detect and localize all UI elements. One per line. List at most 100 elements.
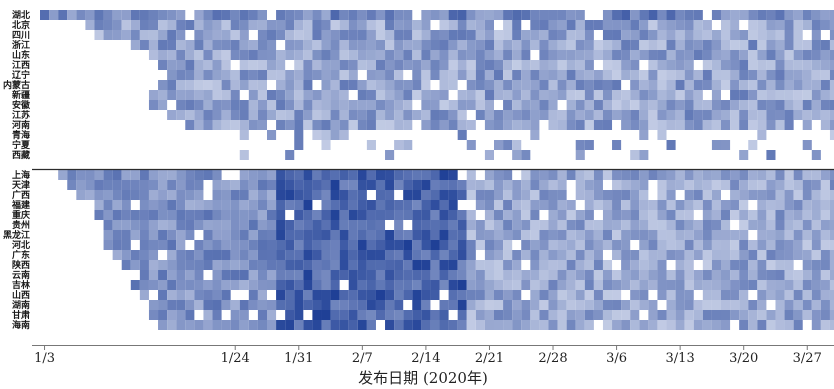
heatmap-cell <box>775 70 785 80</box>
heatmap-cell <box>630 30 640 40</box>
heatmap-cell <box>630 220 640 230</box>
heatmap-cell <box>548 170 558 180</box>
heatmap-cell <box>194 290 204 300</box>
heatmap-cell <box>548 260 558 270</box>
heatmap-cell <box>294 280 304 290</box>
heatmap-cell <box>666 180 676 190</box>
heatmap-cell <box>103 220 113 230</box>
heatmap-cell <box>811 80 821 90</box>
heatmap-cell <box>539 240 549 250</box>
heatmap-cell <box>657 30 667 40</box>
heatmap-cell <box>412 220 422 230</box>
heatmap-cell <box>357 180 367 190</box>
heatmap-cell <box>394 300 404 310</box>
heatmap-cell <box>494 230 504 240</box>
heatmap-cell <box>548 220 558 230</box>
heatmap-cell <box>375 90 386 100</box>
heatmap-cell <box>185 90 195 100</box>
heatmap-cell <box>130 220 140 230</box>
heatmap-cell <box>666 70 676 80</box>
heatmap-cell <box>366 10 376 20</box>
heatmap-cell <box>330 60 340 70</box>
heatmap-cell <box>811 320 821 330</box>
heatmap-cell <box>784 210 794 220</box>
heatmap-cell <box>657 20 667 30</box>
heatmap-cell <box>167 220 177 230</box>
heatmap-cell <box>684 180 694 190</box>
heatmap-cell <box>748 50 758 60</box>
heatmap-cell <box>666 10 676 20</box>
heatmap-cell <box>394 180 404 190</box>
heatmap-cell <box>639 20 649 30</box>
heatmap-cell <box>648 30 658 40</box>
heatmap-cell <box>557 110 567 120</box>
heatmap-cell <box>285 150 295 160</box>
heatmap-cell <box>621 110 631 120</box>
heatmap-cell <box>457 220 467 230</box>
heatmap-cell <box>94 210 104 220</box>
heatmap-cell <box>484 290 494 300</box>
heatmap-cell <box>375 310 386 320</box>
heatmap-cell <box>675 280 685 290</box>
heatmap-cell <box>294 310 304 320</box>
heatmap-cell <box>412 280 422 290</box>
heatmap-cell <box>702 180 712 190</box>
heatmap-cell <box>521 10 531 20</box>
heatmap-cell <box>484 210 494 220</box>
heatmap-cell <box>548 10 558 20</box>
heatmap-cell <box>484 270 494 280</box>
heatmap-cell <box>530 190 540 200</box>
heatmap-cell <box>167 70 177 80</box>
heatmap-cell <box>730 70 740 80</box>
heatmap-cell <box>584 110 594 120</box>
heatmap-cell <box>239 310 249 320</box>
heatmap-cell <box>711 320 721 330</box>
heatmap-cell <box>530 310 540 320</box>
heatmap-cell <box>257 90 267 100</box>
heatmap-cell <box>439 310 449 320</box>
heatmap-cell <box>285 230 295 240</box>
heatmap-cell <box>584 310 594 320</box>
heatmap-cell <box>648 80 658 90</box>
heatmap-cell <box>811 170 821 180</box>
heatmap-cell <box>793 240 803 250</box>
heatmap-cell <box>276 170 286 180</box>
heatmap-cell <box>657 290 667 300</box>
heatmap-cell <box>321 230 331 240</box>
heatmap-cell <box>494 70 504 80</box>
heatmap-cell <box>303 260 313 270</box>
heatmap-cell <box>512 140 522 150</box>
heatmap-cell <box>348 60 358 70</box>
heatmap-cell <box>276 220 286 230</box>
heatmap-cell <box>158 20 168 30</box>
heatmap-cell <box>67 170 77 180</box>
heatmap-cell <box>494 200 504 210</box>
heatmap-cell <box>239 170 249 180</box>
heatmap-cell <box>784 310 794 320</box>
heatmap-cell <box>648 100 658 110</box>
heatmap-cell <box>76 180 86 190</box>
heatmap-cell <box>230 260 240 270</box>
heatmap-cell <box>584 50 594 60</box>
heatmap-cell <box>167 300 177 310</box>
heatmap-cell <box>203 110 213 120</box>
heatmap-cell <box>793 210 803 220</box>
heatmap-cell <box>557 190 567 200</box>
row-label: 天津 <box>12 179 30 191</box>
heatmap-cell <box>375 30 386 40</box>
heatmap-cell <box>684 30 694 40</box>
heatmap-cell <box>348 50 358 60</box>
heatmap-cell <box>421 60 431 70</box>
heatmap-cell <box>530 200 540 210</box>
heatmap-cell <box>775 290 785 300</box>
heatmap-cell <box>775 270 785 280</box>
heatmap-cell <box>339 10 349 20</box>
heatmap-cell <box>366 60 376 70</box>
heatmap-cell <box>766 10 776 20</box>
heatmap-cell <box>330 10 340 20</box>
heatmap-cell <box>793 10 803 20</box>
heatmap-cell <box>176 10 186 20</box>
heatmap-cell <box>566 290 576 300</box>
heatmap-cell <box>394 240 404 250</box>
heatmap-cell <box>484 20 494 30</box>
